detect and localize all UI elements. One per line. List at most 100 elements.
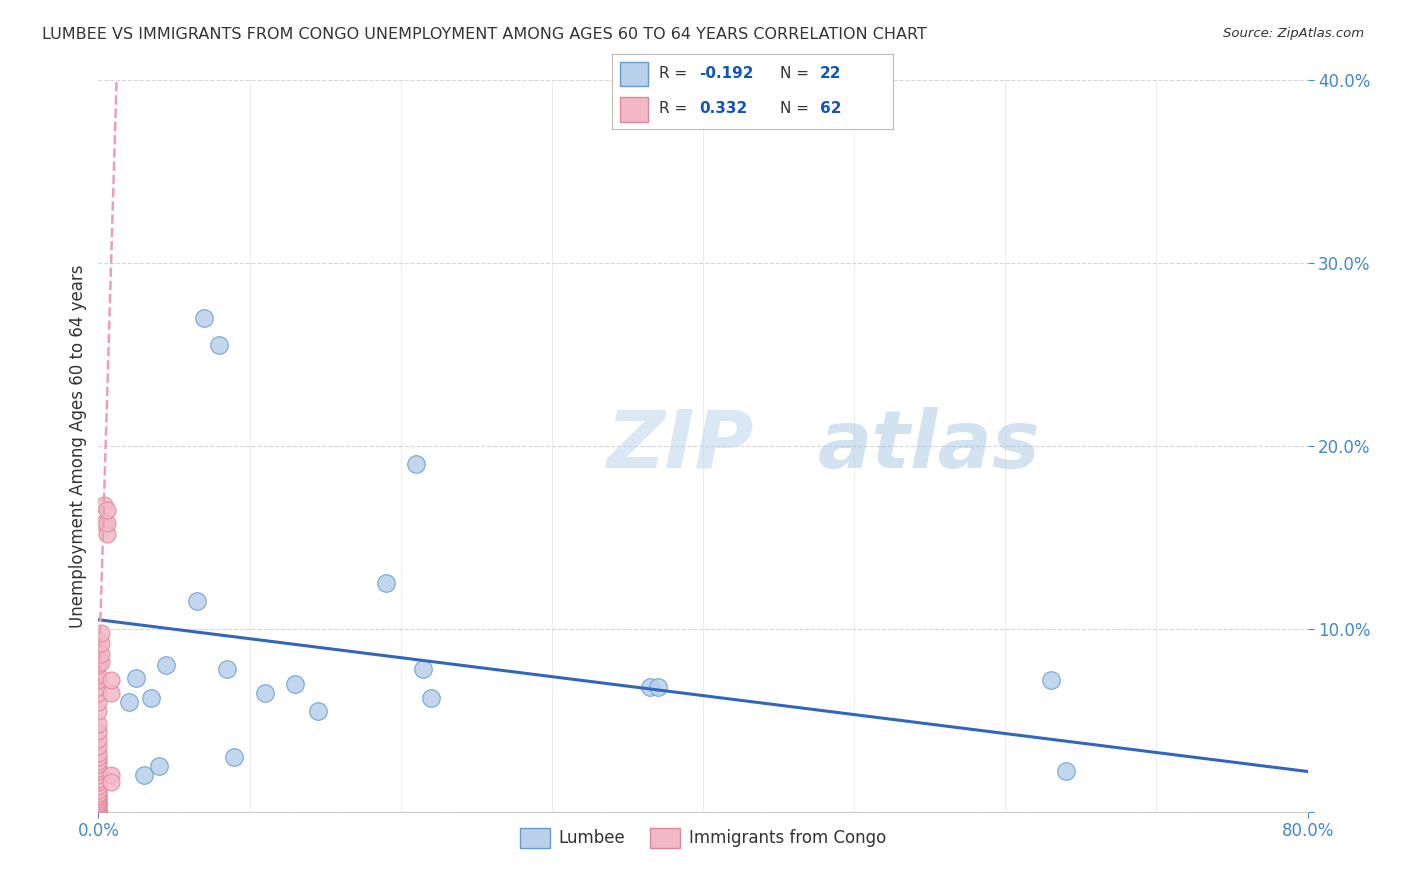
- Text: N =: N =: [780, 102, 814, 116]
- Point: [141, 691, 163, 706]
- Point: [87, 764, 110, 779]
- Point: [100, 686, 122, 700]
- Point: [87, 757, 110, 772]
- Text: 62: 62: [820, 102, 841, 116]
- Text: R =: R =: [659, 102, 693, 116]
- Point: [87, 805, 110, 819]
- Point: [307, 704, 329, 718]
- Point: [87, 794, 110, 808]
- Point: [87, 648, 110, 662]
- Point: [87, 761, 110, 775]
- Point: [87, 673, 110, 687]
- Point: [87, 805, 110, 819]
- Point: [96, 503, 118, 517]
- Point: [87, 640, 110, 655]
- Point: [87, 805, 110, 819]
- Point: [87, 681, 110, 695]
- Point: [87, 686, 110, 700]
- Point: [647, 681, 669, 695]
- Point: [87, 805, 110, 819]
- Point: [87, 667, 110, 681]
- Text: 0.332: 0.332: [699, 102, 747, 116]
- Point: [87, 717, 110, 731]
- Legend: Lumbee, Immigrants from Congo: Lumbee, Immigrants from Congo: [513, 821, 893, 855]
- Text: N =: N =: [780, 67, 814, 81]
- Point: [87, 790, 110, 805]
- Text: ZIP: ZIP: [606, 407, 754, 485]
- Point: [96, 526, 118, 541]
- Point: [87, 658, 110, 673]
- Point: [87, 805, 110, 819]
- Point: [87, 799, 110, 814]
- Point: [1039, 673, 1062, 687]
- Point: [87, 789, 110, 803]
- Point: [224, 749, 246, 764]
- FancyBboxPatch shape: [620, 62, 648, 87]
- Point: [87, 805, 110, 819]
- Point: [100, 775, 122, 789]
- Point: [1054, 764, 1077, 779]
- Point: [87, 746, 110, 760]
- Point: [87, 797, 110, 812]
- Point: [405, 457, 427, 471]
- Point: [87, 704, 110, 718]
- Point: [87, 775, 110, 789]
- Point: [87, 787, 110, 801]
- Point: [87, 805, 110, 819]
- Text: Source: ZipAtlas.com: Source: ZipAtlas.com: [1223, 27, 1364, 40]
- Point: [87, 792, 110, 806]
- Text: LUMBEE VS IMMIGRANTS FROM CONGO UNEMPLOYMENT AMONG AGES 60 TO 64 YEARS CORRELATI: LUMBEE VS IMMIGRANTS FROM CONGO UNEMPLOY…: [42, 27, 927, 42]
- Point: [87, 724, 110, 739]
- Point: [148, 759, 170, 773]
- Text: 22: 22: [820, 67, 841, 81]
- Point: [87, 805, 110, 819]
- Point: [90, 636, 112, 650]
- Point: [87, 805, 110, 819]
- Point: [87, 754, 110, 768]
- Text: R =: R =: [659, 67, 693, 81]
- Point: [284, 676, 307, 690]
- Point: [90, 625, 112, 640]
- Point: [90, 648, 112, 662]
- Point: [87, 779, 110, 793]
- Point: [208, 338, 231, 352]
- Point: [638, 681, 661, 695]
- Point: [87, 768, 110, 782]
- Point: [93, 516, 115, 530]
- Point: [87, 739, 110, 753]
- Point: [100, 673, 122, 687]
- Point: [193, 310, 215, 325]
- Point: [253, 686, 276, 700]
- Point: [87, 655, 110, 669]
- FancyBboxPatch shape: [620, 97, 648, 122]
- Point: [87, 801, 110, 815]
- Text: -0.192: -0.192: [699, 67, 754, 81]
- Point: [132, 768, 155, 782]
- Point: [87, 805, 110, 819]
- Point: [87, 796, 110, 810]
- Point: [118, 695, 141, 709]
- Point: [87, 749, 110, 764]
- Point: [420, 691, 443, 706]
- Point: [87, 805, 110, 819]
- Text: atlas: atlas: [818, 407, 1040, 485]
- Point: [96, 516, 118, 530]
- Point: [186, 594, 208, 608]
- Point: [125, 671, 148, 685]
- Point: [93, 498, 115, 512]
- Point: [100, 768, 122, 782]
- Point: [374, 576, 396, 591]
- Point: [215, 662, 238, 676]
- Point: [87, 695, 110, 709]
- Point: [90, 655, 112, 669]
- Point: [412, 662, 434, 676]
- Point: [87, 805, 110, 819]
- Point: [87, 805, 110, 819]
- Point: [87, 772, 110, 786]
- Y-axis label: Unemployment Among Ages 60 to 64 years: Unemployment Among Ages 60 to 64 years: [69, 264, 87, 628]
- Point: [87, 805, 110, 819]
- Point: [87, 805, 110, 819]
- Point: [87, 731, 110, 746]
- Point: [87, 782, 110, 797]
- Point: [155, 658, 177, 673]
